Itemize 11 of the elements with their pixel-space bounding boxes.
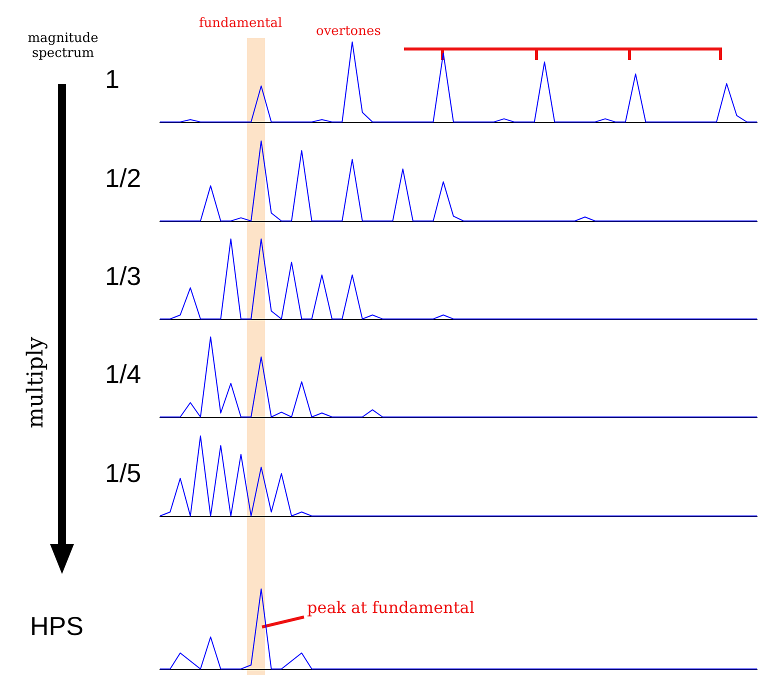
y-axis-title: 1/3	[105, 261, 142, 291]
text: multiply	[23, 336, 48, 428]
y-axis-title: HPS	[30, 611, 84, 641]
text: magnitude spectrum	[26, 31, 100, 61]
text: fundamental	[199, 16, 282, 31]
annotation: peak at fundamental	[307, 598, 474, 617]
y-axis-title: 1/2	[105, 163, 142, 193]
text: overtones	[316, 24, 381, 39]
y-axis-title: 1/5	[105, 458, 142, 488]
y-axis-title: 1/4	[105, 359, 142, 389]
y-axis-title: 1	[105, 64, 120, 94]
